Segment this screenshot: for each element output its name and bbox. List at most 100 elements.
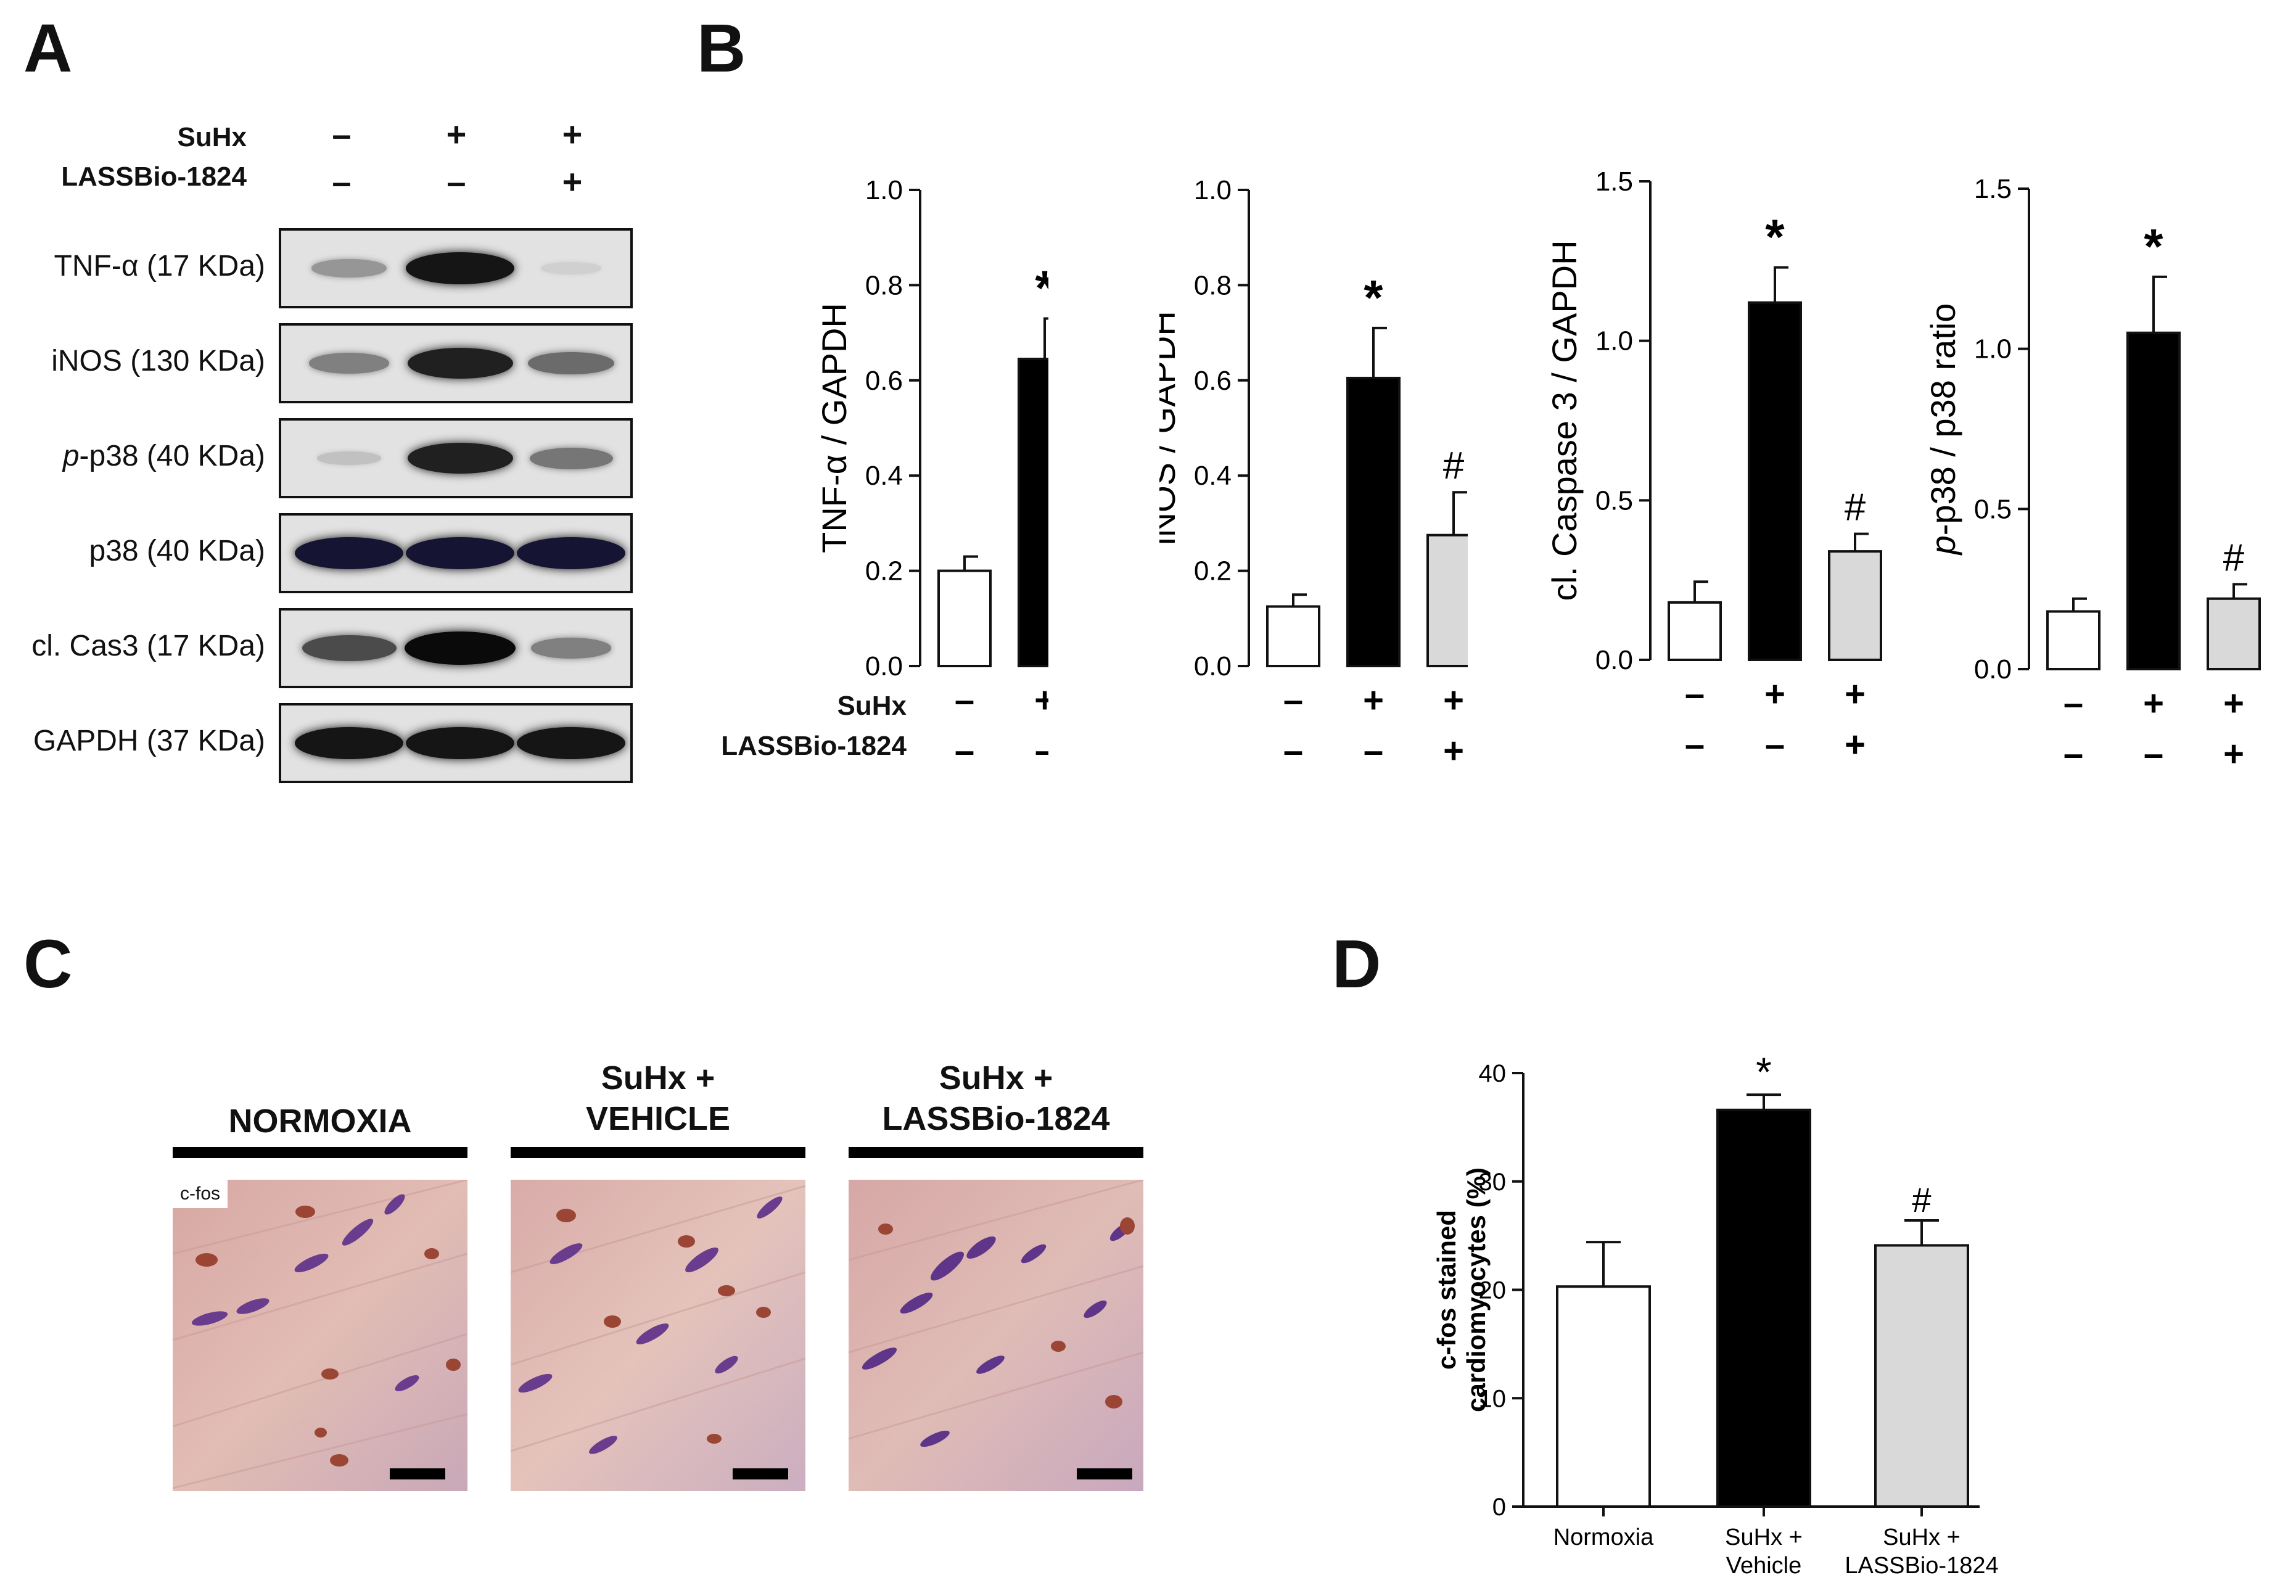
y-tick-label: 0.5 [1974, 494, 2012, 524]
bar [2046, 610, 2101, 671]
y-tick-label: 40 [1479, 1060, 1507, 1087]
y-tick-label: 1.0 [1595, 326, 1633, 356]
blot-sign: + [562, 115, 583, 154]
panel-letter-c: C [23, 926, 73, 1002]
blot-strip-pp38 [279, 418, 633, 498]
bar [1828, 550, 1882, 662]
blot-condition-label-lassbio: LASSBio-1824 [61, 162, 247, 192]
y-axis-label-text: TNF-α / GAPDH [815, 303, 854, 553]
micrograph-lassbio [849, 1180, 1143, 1491]
blot-band [517, 726, 625, 760]
significance-mark: * [1756, 1049, 1772, 1095]
chart-condition-label-lassbio: LASSBio-1824 [721, 731, 907, 761]
bar [1018, 358, 1048, 667]
blot-band [530, 638, 612, 659]
y-tick-label: 0.8 [1194, 270, 1232, 300]
blot-band [529, 447, 613, 469]
significance-mark: # [1845, 487, 1866, 529]
tissue-texture [849, 1180, 1143, 1491]
y-axis-label: cl. Caspase 3 / GAPDH [1545, 240, 1584, 601]
condition-sign: – [1283, 680, 1303, 720]
tissue-texture [511, 1180, 805, 1491]
y-tick-label: 0.2 [865, 556, 903, 586]
blot-band [311, 259, 387, 278]
blot-sign: – [332, 162, 352, 201]
bar-chart-inos: 0.0 0.2 0.4 0.6 0.8 1.0 iNOS / GAPDH – – * + – # + + [1159, 175, 1468, 771]
condition-sign: + [1845, 674, 1866, 714]
y-tick-label: 0.4 [1194, 461, 1232, 491]
significance-mark: # [1912, 1180, 1931, 1219]
x-tick-label: Vehicle [1726, 1553, 1802, 1579]
bar [1874, 1244, 1969, 1508]
blot-band [528, 352, 614, 375]
x-tick-label: SuHx + [1725, 1524, 1803, 1550]
condition-sign: + [1443, 731, 1464, 771]
condition-sign: + [1034, 680, 1048, 720]
bar [1716, 1108, 1811, 1508]
blot-strip-cas3 [279, 608, 633, 688]
significance-mark: # [2223, 537, 2245, 579]
y-axis-label-text: -p38 / p38 ratio [1924, 303, 1962, 536]
blot-sign: + [446, 115, 467, 154]
y-tick-label: 20 [1479, 1277, 1507, 1304]
x-tick-label: LASSBio-1824 [1845, 1553, 1998, 1579]
condition-sign: + [2223, 683, 2244, 723]
bar [1668, 601, 1722, 662]
scale-bar [733, 1468, 788, 1479]
significance-mark: * [1765, 210, 1785, 265]
y-tick-label: 30 [1479, 1169, 1507, 1196]
significance-mark: * [1364, 270, 1383, 325]
micrograph-divider [173, 1147, 467, 1158]
y-tick-label: 0.8 [865, 270, 903, 300]
bar [1556, 1285, 1651, 1508]
blot-row-label-pp38: p-p38 (40 KDa) [6, 439, 265, 473]
y-tick-label: 1.5 [1595, 167, 1633, 197]
blot-row-label-rest: -p38 (40 KDa) [79, 440, 265, 472]
blot-band [405, 631, 516, 665]
micrograph-title-line: NORMOXIA [228, 1103, 412, 1140]
y-axis-label: p-p38 / p38 ratio [1924, 303, 1962, 556]
micrograph-title-line: VEHICLE [585, 1100, 731, 1137]
blot-condition-label-suhx: SuHx [177, 122, 247, 152]
y-axis-label-text: iNOS / GAPDH [1159, 311, 1182, 545]
y-tick-label: 0.6 [1194, 366, 1232, 396]
y-tick-label: 0.4 [865, 461, 903, 491]
blot-band [295, 726, 403, 760]
bar [2126, 331, 2181, 670]
y-tick-label: 1.5 [1974, 174, 2012, 204]
condition-sign: + [1363, 680, 1384, 720]
blot-band [295, 537, 403, 570]
condition-sign: – [1685, 725, 1705, 765]
panel-letter-d: D [1332, 926, 1381, 1002]
blot-row-label-tnf: TNF-α (17 KDa) [54, 250, 265, 282]
italic-prefix: p [62, 440, 80, 472]
micrograph-title-normoxia: NORMOXIA [173, 1101, 467, 1141]
y-tick-label: 0.0 [1974, 654, 2012, 685]
blot-strip-tnf [279, 228, 633, 308]
panel-letter-b: B [697, 10, 746, 86]
y-tick-label: 0.2 [1194, 556, 1232, 586]
blot-band [406, 726, 514, 760]
blot-sign: – [446, 162, 466, 201]
bar [1266, 605, 1320, 667]
y-tick-label: 10 [1479, 1385, 1507, 1412]
condition-sign: + [1443, 680, 1464, 720]
condition-sign: – [1283, 731, 1303, 771]
y-tick-label: 0.5 [1595, 485, 1633, 516]
y-tick-label: 0 [1492, 1494, 1506, 1521]
blot-row-label-gapdh: GAPDH (37 KDa) [33, 725, 265, 757]
scale-bar [390, 1468, 445, 1479]
blot-strip-gapdh [279, 703, 633, 783]
y-axis-label: iNOS / GAPDH [1159, 311, 1182, 545]
bar-chart-caspase: 0.0 0.5 1.0 1.5 cl. Caspase 3 / GAPDH – – * + – # +… [1545, 167, 1882, 765]
blot-row-label-cas3: cl. Cas3 (17 KDa) [31, 630, 265, 662]
bar [2207, 597, 2261, 670]
blot-strip-inos [279, 323, 633, 403]
blot-band [541, 262, 601, 274]
scale-bar [1077, 1468, 1132, 1479]
significance-mark: * [2144, 219, 2163, 274]
bar-chart-cfos: 0 10 20 30 40 c-fos stained cardiomyocytes (%)… [1432, 1049, 1999, 1579]
y-tick-label: 0.0 [865, 651, 903, 681]
bar-chart-pp38: 0.0 0.5 1.0 1.5 p-p38 / p38 ratio – – * + – # + + [1924, 174, 2261, 774]
chart-condition-label-suhx: SuHx [837, 691, 907, 721]
